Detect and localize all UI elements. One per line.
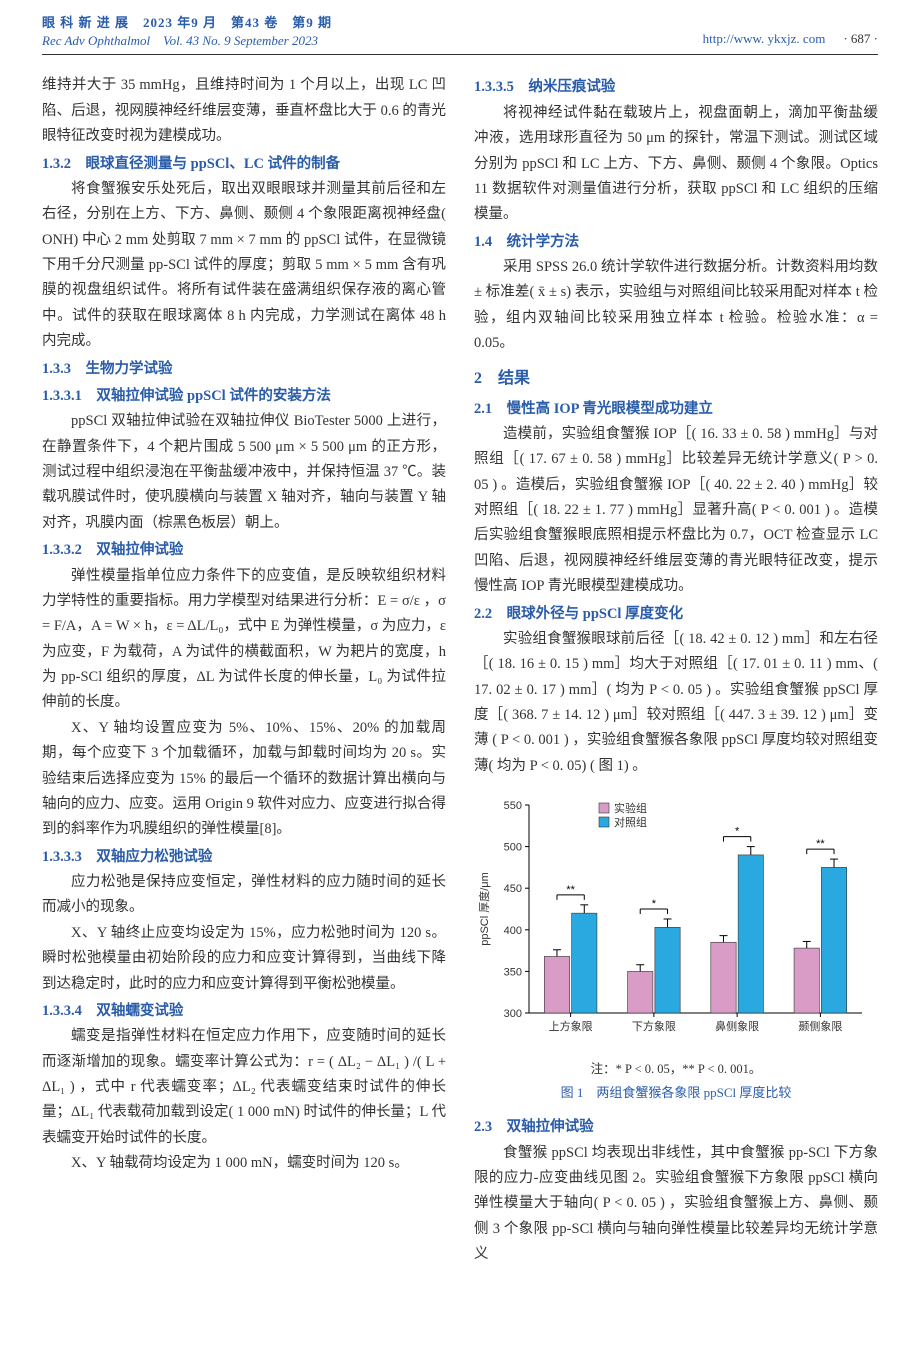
right-column: 1.3.3.5 纳米压痕试验 将视神经试件黏在载玻片上，视盘面朝上，滴加平衡盐缓…: [474, 73, 878, 1267]
svg-text:ppSCl 厚度/μm: ppSCl 厚度/μm: [477, 872, 491, 946]
svg-text:实验组: 实验组: [614, 801, 647, 815]
page-number: · 687 ·: [843, 28, 878, 51]
content-columns: 维持并大于 35 mmHg，且维持时间为 1 个月以上，出现 LC 凹陷、后退，…: [42, 73, 878, 1267]
para: X、Y 轴均设置应变为 5%、10%、15%、20% 的加载周期，每个应变下 3…: [42, 716, 446, 843]
para: 将视神经试件黏在载玻片上，视盘面朝上，滴加平衡盐缓冲液，选用球形直径为 50 μ…: [474, 101, 878, 228]
heading-1-3-3: 1.3.3 生物力学试验: [42, 357, 446, 382]
para: 维持并大于 35 mmHg，且维持时间为 1 个月以上，出现 LC 凹陷、后退，…: [42, 73, 446, 149]
svg-text:对照组: 对照组: [614, 815, 647, 829]
svg-text:450: 450: [504, 883, 522, 895]
svg-text:*: *: [735, 826, 740, 838]
heading-2-1: 2.1 慢性高 IOP 青光眼模型成功建立: [474, 397, 878, 422]
para: ppSCl 双轴拉伸试验在双轴拉伸仪 BioTester 5000 上进行，在静…: [42, 409, 446, 536]
figure-title: 图 1 两组食蟹猴各象限 ppSCl 厚度比较: [474, 1082, 878, 1105]
svg-text:上方象限: 上方象限: [549, 1019, 593, 1033]
svg-text:**: **: [816, 838, 825, 850]
journal-url: http://www. ykxjz. com: [703, 28, 826, 51]
para: 蠕变是指弹性材料在恒定应力作用下，应变随时间的延长而逐渐增加的现象。蠕变率计算公…: [42, 1024, 446, 1151]
svg-text:*: *: [652, 898, 657, 910]
heading-1-3-3-4: 1.3.3.4 双轴蠕变试验: [42, 999, 446, 1024]
para: X、Y 轴载荷均设定为 1 000 mN，蠕变时间为 120 s。: [42, 1151, 446, 1176]
heading-2-2: 2.2 眼球外径与 ppSCl 厚度变化: [474, 602, 878, 627]
para: 实验组食蟹猴眼球前后径［( 18. 42 ± 0. 12 ) mm］和左右径［(…: [474, 627, 878, 779]
svg-text:颞侧象限: 颞侧象限: [798, 1020, 842, 1033]
svg-text:300: 300: [504, 1008, 522, 1020]
heading-1-3-3-1: 1.3.3.1 双轴拉伸试验 ppSCl 试件的安装方法: [42, 384, 446, 409]
header-right: http://www. ykxjz. com · 687 ·: [703, 28, 878, 51]
svg-text:550: 550: [504, 800, 522, 812]
heading-2-3: 2.3 双轴拉伸试验: [474, 1115, 878, 1140]
left-column: 维持并大于 35 mmHg，且维持时间为 1 个月以上，出现 LC 凹陷、后退，…: [42, 73, 446, 1267]
heading-1-3-2: 1.3.2 眼球直径测量与 ppSCl、LC 试件的制备: [42, 152, 446, 177]
heading-1-3-3-2: 1.3.3.2 双轴拉伸试验: [42, 538, 446, 563]
para: 食蟹猴 ppSCl 均表现出非线性，其中食蟹猴 pp-SCl 下方象限的应力-应…: [474, 1141, 878, 1268]
journal-info: 眼 科 新 进 展 2023 年9 月 第43 卷 第9 期 Rec Adv O…: [42, 14, 332, 50]
svg-text:下方象限: 下方象限: [632, 1019, 676, 1033]
svg-text:400: 400: [504, 925, 522, 937]
heading-1-4: 1.4 统计学方法: [474, 230, 878, 255]
svg-text:**: **: [566, 884, 575, 896]
heading-1-3-3-3: 1.3.3.3 双轴应力松弛试验: [42, 845, 446, 870]
para: 应力松弛是保持应变恒定，弹性材料的应力随时间的延长而减小的现象。: [42, 870, 446, 921]
heading-1-3-3-5: 1.3.3.5 纳米压痕试验: [474, 75, 878, 100]
bar-chart: 300 350 400 450 500 550 ppSCl 厚度/μm ** 上方象限 * 下方象限…: [474, 787, 874, 1047]
para: 将食蟹猴安乐处死后，取出双眼眼球并测量其前后径和左右径，分别在上方、下方、鼻侧、…: [42, 177, 446, 355]
svg-text:350: 350: [504, 967, 522, 979]
figure-note: 注：* P < 0. 05，** P < 0. 001。: [474, 1059, 878, 1081]
heading-2: 2 结果: [474, 365, 878, 393]
journal-en: Rec Adv Ophthalmol Vol. 43 No. 9 Septemb…: [42, 32, 332, 50]
para: X、Y 轴终止应变均设定为 15%，应力松弛时间为 120 s。瞬时松弛模量由初…: [42, 921, 446, 997]
figure-1: 300 350 400 450 500 550 ppSCl 厚度/μm ** 上方象限 * 下方象限…: [474, 787, 878, 1105]
journal-cn: 眼 科 新 进 展 2023 年9 月 第43 卷 第9 期: [42, 14, 332, 32]
para: 弹性模量指单位应力条件下的应变值，是反映软组织材料力学特性的重要指标。用力学模型…: [42, 564, 446, 716]
page-header: 眼 科 新 进 展 2023 年9 月 第43 卷 第9 期 Rec Adv O…: [42, 14, 878, 55]
para: 采用 SPSS 26.0 统计学软件进行数据分析。计数资料用均数 ± 标准差( …: [474, 255, 878, 357]
svg-text:500: 500: [504, 842, 522, 854]
para: 造模前，实验组食蟹猴 IOP［( 16. 33 ± 0. 58 ) mmHg］与…: [474, 422, 878, 600]
svg-text:鼻侧象限: 鼻侧象限: [715, 1019, 759, 1033]
